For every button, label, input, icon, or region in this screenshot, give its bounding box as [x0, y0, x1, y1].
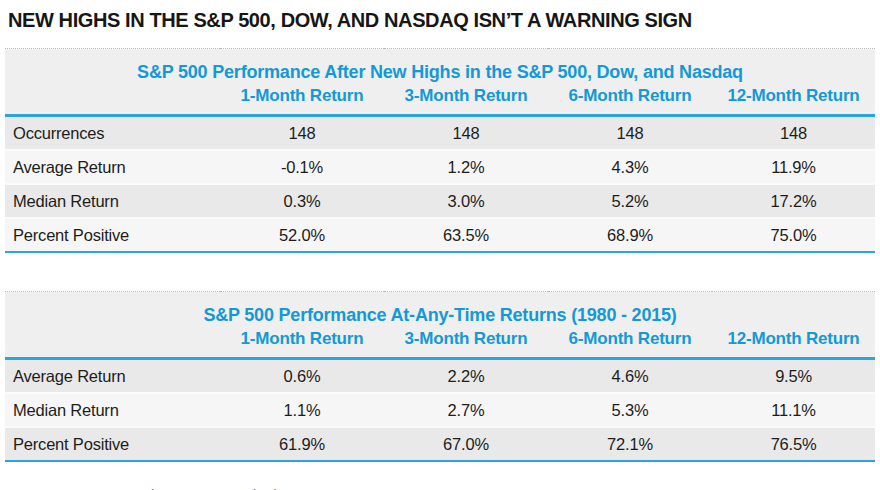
cell-value: 61.9% [220, 427, 384, 461]
row-label: Percent Positive [5, 218, 220, 252]
table-after-new-highs: S&P 500 Performance After New Highs in t… [5, 48, 875, 253]
table-title: S&P 500 Performance After New Highs in t… [5, 49, 875, 85]
row-label: Percent Positive [5, 427, 220, 461]
table-row: Percent Positive 61.9% 67.0% 72.1% 76.5% [5, 427, 875, 461]
cell-value: 148 [220, 116, 384, 151]
cell-value: 11.9% [712, 150, 875, 184]
cell-value: 148 [712, 116, 875, 151]
column-header-6-month: 6-Month Return [548, 327, 712, 359]
table-title: S&P 500 Performance At-Any-Time Returns … [5, 292, 875, 328]
column-header-12-month: 12-Month Return [712, 327, 875, 359]
cell-value: 17.2% [712, 184, 875, 218]
column-header-12-month: 12-Month Return [712, 84, 875, 116]
row-label: Average Return [5, 359, 220, 394]
cell-value: 2.2% [384, 359, 548, 394]
cell-value: 72.1% [548, 427, 712, 461]
source-date: 08/12/16 [234, 486, 292, 490]
table-row: Median Return 0.3% 3.0% 5.2% 17.2% [5, 184, 875, 218]
column-header-6-month: 6-Month Return [548, 84, 712, 116]
table-row: Average Return -0.1% 1.2% 4.3% 11.9% [5, 150, 875, 184]
row-label: Median Return [5, 393, 220, 427]
table-row: Percent Positive 52.0% 63.5% 68.9% 75.0% [5, 218, 875, 252]
cell-value: 148 [548, 116, 712, 151]
column-header-1-month: 1-Month Return [220, 84, 384, 116]
cell-value: 11.1% [712, 393, 875, 427]
cell-value: -0.1% [220, 150, 384, 184]
cell-value: 4.6% [548, 359, 712, 394]
cell-value: 5.3% [548, 393, 712, 427]
source-line: Source: LPL Research, FactSet 08/12/16 [11, 486, 875, 490]
cell-value: 0.3% [220, 184, 384, 218]
cell-value: 75.0% [712, 218, 875, 252]
table-row: Median Return 1.1% 2.7% 5.3% 11.1% [5, 393, 875, 427]
cell-value: 5.2% [548, 184, 712, 218]
cell-value: 76.5% [712, 427, 875, 461]
cell-value: 63.5% [384, 218, 548, 252]
table-row: Occurrences 148 148 148 148 [5, 116, 875, 151]
cell-value: 1.2% [384, 150, 548, 184]
cell-value: 52.0% [220, 218, 384, 252]
column-header-3-month: 3-Month Return [384, 327, 548, 359]
cell-value: 1.1% [220, 393, 384, 427]
column-header-1-month: 1-Month Return [220, 327, 384, 359]
column-header-3-month: 3-Month Return [384, 84, 548, 116]
table-at-any-time: S&P 500 Performance At-Any-Time Returns … [5, 291, 875, 462]
cell-value: 4.3% [548, 150, 712, 184]
page-title: NEW HIGHS IN THE S&P 500, DOW, AND NASDA… [8, 8, 872, 32]
table-row: Average Return 0.6% 2.2% 4.6% 9.5% [5, 359, 875, 394]
cell-value: 148 [384, 116, 548, 151]
row-label: Occurrences [5, 116, 220, 151]
cell-value: 3.0% [384, 184, 548, 218]
row-label: Median Return [5, 184, 220, 218]
cell-value: 0.6% [220, 359, 384, 394]
cell-value: 67.0% [384, 427, 548, 461]
cell-value: 2.7% [384, 393, 548, 427]
cell-value: 9.5% [712, 359, 875, 394]
source-text: Source: LPL Research, FactSet [11, 486, 218, 490]
row-label: Average Return [5, 150, 220, 184]
column-header-empty [5, 84, 220, 116]
page: NEW HIGHS IN THE S&P 500, DOW, AND NASDA… [0, 0, 880, 490]
cell-value: 68.9% [548, 218, 712, 252]
column-header-empty [5, 327, 220, 359]
